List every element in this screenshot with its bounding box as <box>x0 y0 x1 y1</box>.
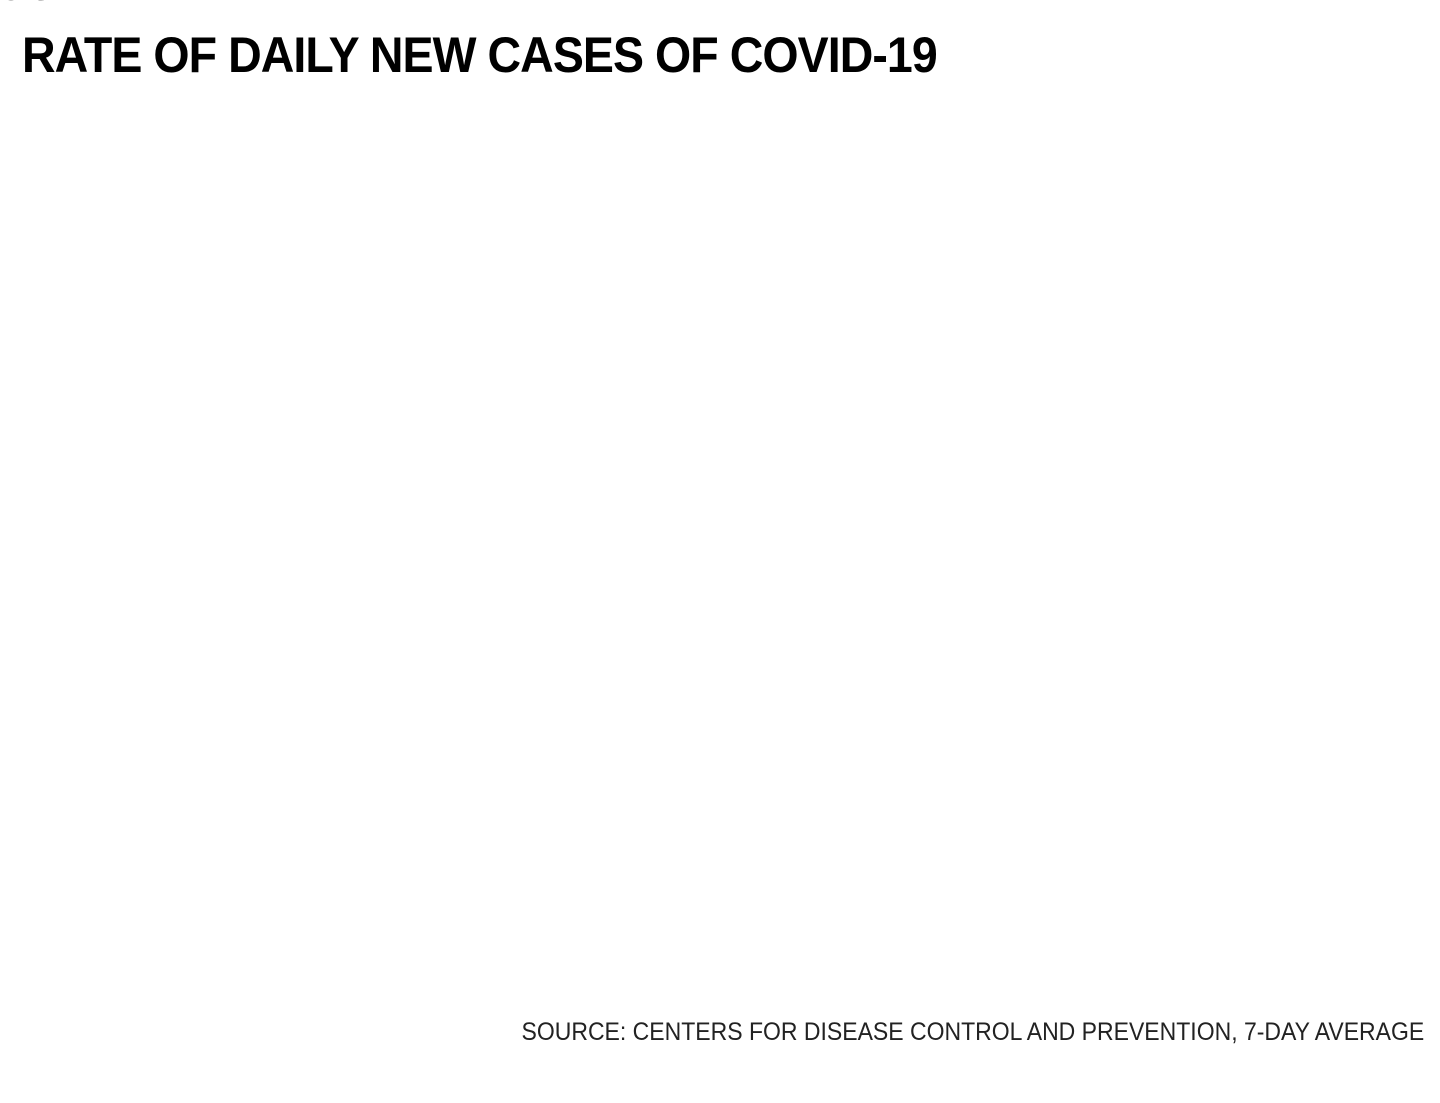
annotations: HIGHEST: NOV. 15, 2020 146.5 IOWA U.S. <box>0 0 60 7</box>
us-series-label: U.S. <box>0 0 60 7</box>
source-note: SOURCE: CENTERS FOR DISEASE CONTROL AND … <box>521 1018 1424 1046</box>
chart-title: RATE OF DAILY NEW CASES OF COVID-19 <box>22 27 938 83</box>
